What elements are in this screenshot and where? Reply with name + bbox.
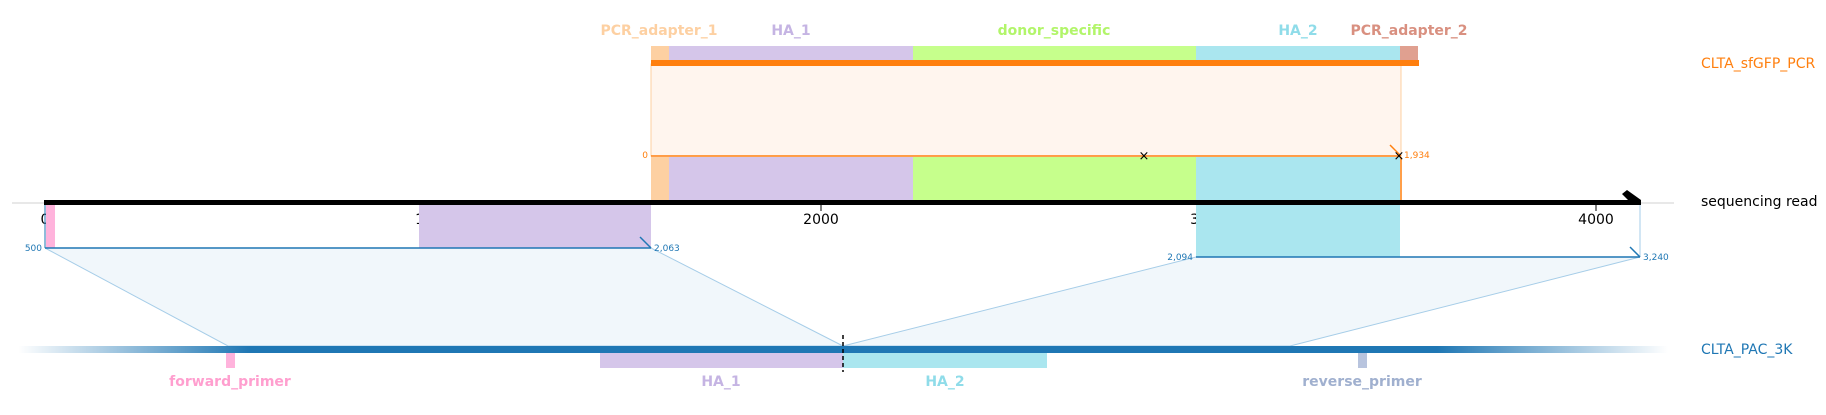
top-label-pcr-adapter-1: PCR_adapter_1 [600, 23, 717, 39]
right-proj-ha-2 [1196, 205, 1400, 257]
left-alignment-band [44, 247, 844, 347]
bottom-feature-ha-2-block [843, 353, 1047, 368]
bottom-label-reverse-primer: reverse_primer [1302, 374, 1422, 390]
top-feature-ha-2-block [1196, 46, 1400, 62]
proj-donor-specific [913, 157, 1196, 201]
top-feature-donor-specific-block [913, 46, 1196, 62]
bottom-feature-ha-1-block [600, 353, 843, 368]
read-tick-label: 4000 [1578, 212, 1614, 228]
track-label-top: CLTA_sfGFP_PCR [1701, 56, 1815, 72]
mismatch-marker: × [1394, 149, 1405, 164]
right-alignment-end-hook [1629, 246, 1641, 258]
read-tick-label: 2000 [803, 212, 839, 228]
right-alignment-end-label: 3,240 [1643, 253, 1669, 263]
right-alignment-start-label: 2,094 [1167, 253, 1193, 263]
top-track-line [651, 60, 1419, 66]
bottom-feature-reverse-primer-block [1358, 353, 1367, 368]
bottom-label-forward-primer: forward_primer [169, 374, 291, 390]
top-feature-ha-1-block [669, 46, 913, 62]
right-alignment-band [842, 256, 1641, 347]
bottom-label-ha-2: HA_2 [925, 374, 964, 390]
read-arrow-head [1622, 190, 1641, 205]
left-alignment-end-label: 2,063 [654, 244, 680, 254]
proj-pcr-adapter-1 [651, 157, 669, 201]
bottom-feature-forward-primer-block [226, 353, 235, 368]
read-line [44, 200, 1641, 205]
top-alignment-start-label: 0 [642, 151, 648, 161]
mismatch-marker: × [1139, 149, 1150, 164]
bottom-label-ha-1: HA_1 [701, 374, 740, 390]
top-label-ha-1: HA_1 [771, 23, 810, 39]
track-label-read: sequencing read [1701, 194, 1817, 210]
proj-ha-2 [1196, 157, 1400, 201]
top-feature-pcr-adapter-2-block [1400, 46, 1418, 62]
track-label-bottom: CLTA_PAC_3K [1701, 342, 1793, 358]
left-proj-ha-1 [419, 205, 651, 248]
top-alignment-band [650, 63, 1402, 157]
proj-ha-1 [669, 157, 913, 201]
top-label-pcr-adapter-2: PCR_adapter_2 [1350, 23, 1467, 39]
top-feature-pcr-adapter-1-block [651, 46, 669, 62]
left-alignment-end-hook [639, 236, 652, 249]
top-label-donor-specific: donor_specific [998, 23, 1111, 39]
top-alignment-end-label: 1,934 [1404, 151, 1430, 161]
left-proj-forward-primer [46, 205, 55, 248]
top-label-ha-2: HA_2 [1278, 23, 1317, 39]
left-alignment-start-label: 500 [25, 244, 42, 254]
top-alignment-end-hook [1389, 144, 1402, 157]
